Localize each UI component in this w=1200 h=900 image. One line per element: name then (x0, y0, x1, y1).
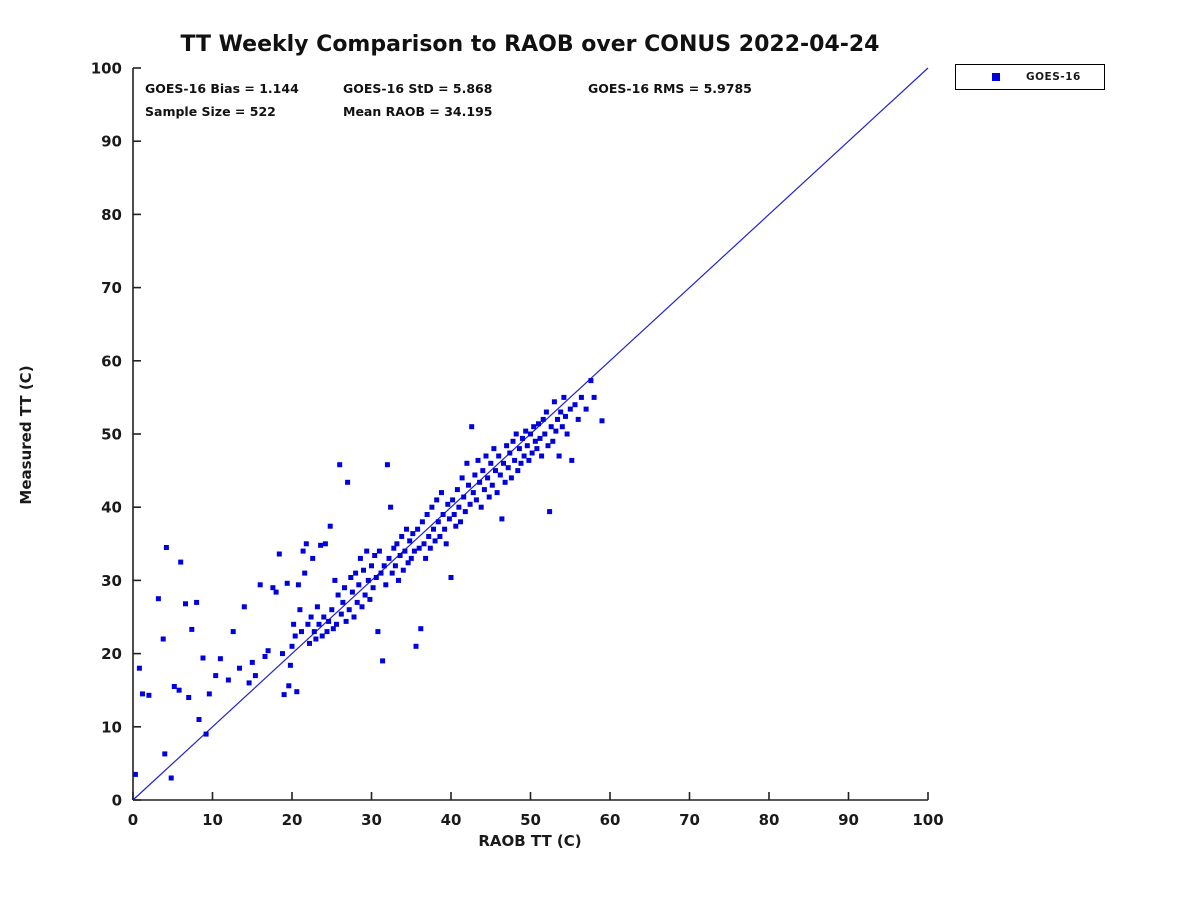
x-axis-label: RAOB TT (C) (478, 832, 582, 850)
svg-text:30: 30 (361, 811, 382, 829)
svg-text:10: 10 (101, 718, 122, 736)
svg-text:60: 60 (101, 352, 122, 370)
legend-marker-icon (992, 73, 1000, 81)
svg-text:40: 40 (101, 499, 122, 517)
svg-text:90: 90 (838, 811, 859, 829)
stat-mean-raob: Mean RAOB = 34.195 (343, 104, 493, 119)
y-axis-label: Measured TT (C) (17, 365, 35, 505)
svg-text:50: 50 (520, 811, 541, 829)
svg-text:0: 0 (112, 792, 122, 810)
legend-label: GOES-16 (1026, 71, 1081, 83)
stat-rms: GOES-16 RMS = 5.9785 (588, 81, 752, 96)
svg-text:80: 80 (759, 811, 780, 829)
svg-text:50: 50 (101, 426, 122, 444)
stat-bias: GOES-16 Bias = 1.144 (145, 81, 299, 96)
stat-std: GOES-16 StD = 5.868 (343, 81, 493, 96)
svg-text:100: 100 (912, 811, 943, 829)
legend: GOES-16 (955, 64, 1105, 90)
svg-text:100: 100 (91, 60, 122, 78)
svg-text:0: 0 (128, 811, 138, 829)
svg-text:80: 80 (101, 206, 122, 224)
svg-text:20: 20 (101, 645, 122, 663)
svg-text:90: 90 (101, 133, 122, 151)
svg-text:70: 70 (679, 811, 700, 829)
svg-text:60: 60 (600, 811, 621, 829)
svg-text:70: 70 (101, 279, 122, 297)
stat-sample-size: Sample Size = 522 (145, 104, 276, 119)
svg-text:30: 30 (101, 572, 122, 590)
svg-text:20: 20 (282, 811, 303, 829)
svg-text:40: 40 (441, 811, 462, 829)
chart-title: TT Weekly Comparison to RAOB over CONUS … (180, 32, 880, 57)
svg-text:10: 10 (202, 811, 223, 829)
